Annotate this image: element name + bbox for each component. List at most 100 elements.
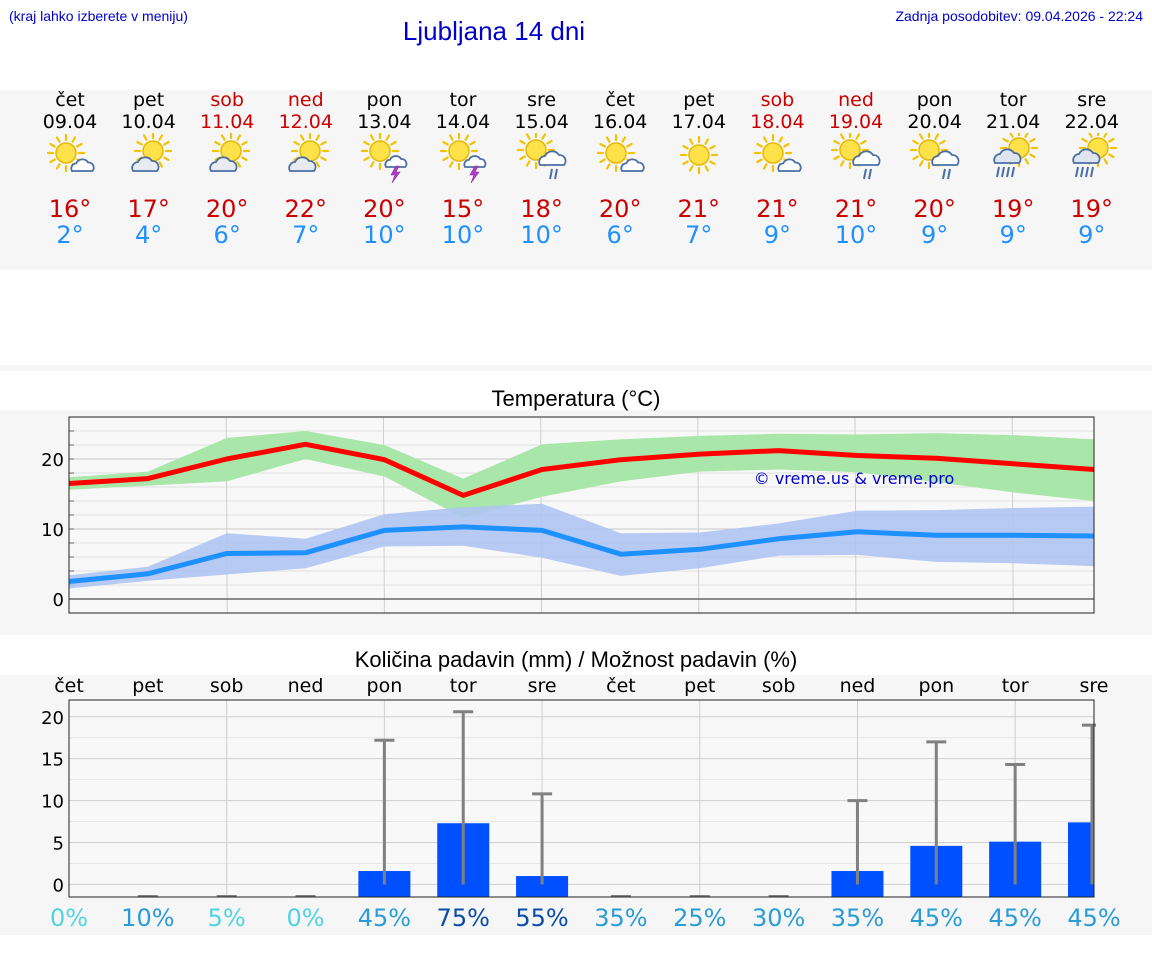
x-tick-label: sob — [762, 675, 796, 697]
day-date: 16.04 — [592, 111, 648, 133]
forecast-day: sre 22.04 19° 9° — [1052, 89, 1132, 249]
day-date: 14.04 — [435, 111, 491, 133]
day-date: 21.04 — [985, 111, 1041, 133]
precip-probability: 0% — [50, 904, 88, 932]
precip-probability: 45% — [1067, 904, 1120, 932]
page-title: Ljubljana 14 dni — [402, 16, 586, 46]
min-temperature: 6° — [606, 221, 634, 249]
day-date: 19.04 — [828, 111, 884, 133]
sun-cloud-icon — [749, 133, 805, 183]
precip-probability: 35% — [831, 904, 884, 932]
temperature-chart-title: Temperatura (°C) — [491, 386, 661, 411]
cloud-sun-icon — [121, 131, 177, 183]
max-temperature: 22° — [284, 195, 328, 223]
forecast-day: čet 09.04 16° 2° — [30, 89, 110, 249]
y-tick-label: 20 — [41, 450, 64, 471]
x-tick-label: tor — [450, 675, 477, 697]
forecast-day: sre 15.04 18° 10° — [502, 89, 582, 249]
y-tick-label: 10 — [41, 792, 64, 813]
day-date: 18.04 — [750, 111, 805, 133]
precip-bar — [516, 876, 569, 897]
x-tick-label: pon — [918, 675, 954, 697]
precipitation-chart-title: Količina padavin (mm) / Možnost padavin … — [354, 647, 798, 672]
day-name: pon — [916, 89, 953, 111]
max-temperature: 21° — [834, 195, 878, 223]
day-date: 17.04 — [671, 111, 726, 133]
min-temperature: 7° — [292, 221, 320, 249]
location-hint: (kraj lahko izberete v meniju) — [9, 8, 188, 24]
x-tick-label: tor — [1002, 675, 1029, 697]
watermark: © vreme.us & vreme.pro — [754, 469, 955, 488]
max-temperature: 19° — [991, 195, 1035, 223]
day-name: čet — [605, 89, 635, 111]
max-temp-line — [68, 441, 1095, 498]
y-tick-label: 0 — [53, 590, 64, 611]
day-name: tor — [999, 89, 1027, 111]
forecast-day: tor 14.04 15° 10° — [423, 89, 503, 249]
forecast-day: čet 16.04 20° 6° — [580, 89, 660, 249]
y-tick-label: 20 — [41, 708, 64, 729]
day-date: 11.04 — [199, 111, 255, 133]
max-temperature: 21° — [677, 195, 721, 223]
day-date: 09.04 — [42, 111, 98, 133]
min-temperature: 2° — [56, 221, 84, 249]
sun-rain-icon — [514, 130, 570, 183]
x-tick-label: sre — [1080, 675, 1109, 697]
sun-cloud-icon — [42, 133, 98, 183]
precip-probability: 35% — [594, 904, 647, 932]
day-name: pet — [132, 89, 165, 111]
max-temperature: 20° — [363, 195, 406, 223]
x-tick-label: ned — [840, 675, 876, 697]
min-temp-range-band — [69, 503, 1094, 589]
day-name: sre — [527, 89, 557, 111]
min-temperature: 10° — [441, 221, 485, 249]
day-name: ned — [838, 89, 874, 111]
max-temperature: 19° — [1070, 195, 1114, 223]
precip-probability: 10% — [121, 904, 174, 932]
forecast-day: pon 20.04 20° 9° — [895, 89, 975, 249]
precip-probability: 0% — [286, 904, 324, 932]
forecast-day: ned 19.04 21° 10° — [816, 89, 896, 249]
day-date: 20.04 — [907, 111, 962, 133]
precip-probability: 25% — [673, 904, 726, 932]
max-temperature: 20° — [205, 195, 249, 223]
precip-probability: 45% — [358, 904, 411, 932]
sun-icon — [671, 133, 727, 183]
day-date: 13.04 — [357, 111, 412, 133]
sun-cloud-icon — [592, 133, 648, 183]
day-date: 12.04 — [278, 111, 333, 133]
cloud-rain-icon — [1064, 128, 1120, 183]
x-tick-label: čet — [606, 675, 636, 697]
precip-probability: 45% — [910, 904, 963, 932]
x-tick-label: pet — [132, 675, 163, 697]
cloud-rain-icon — [985, 128, 1041, 183]
y-tick-label: 5 — [53, 834, 64, 855]
x-tick-label: sre — [528, 675, 557, 697]
day-name: ned — [287, 89, 324, 111]
min-temperature: 10° — [363, 221, 406, 249]
precip-bar — [1068, 822, 1094, 897]
y-tick-label: 15 — [41, 750, 64, 771]
last-update: Zadnja posodobitev: 09.04.2026 - 22:24 — [895, 8, 1143, 24]
x-tick-label: čet — [54, 675, 84, 697]
plot-frame — [68, 416, 1095, 614]
day-name: čet — [55, 89, 85, 111]
forecast-day: pet 10.04 17° 4° — [109, 89, 189, 249]
forecast-day: ned 12.04 22° 7° — [266, 89, 346, 249]
min-temperature: 10° — [520, 221, 563, 249]
min-temperature: 9° — [920, 221, 949, 249]
max-temperature: 21° — [756, 195, 799, 223]
day-name: sob — [760, 89, 795, 111]
forecast-day: sob 18.04 21° 9° — [737, 89, 817, 249]
max-temperature: 16° — [48, 195, 92, 223]
precip-probability: 55% — [515, 904, 568, 932]
x-tick-label: pon — [367, 675, 403, 697]
y-tick-label: 10 — [41, 520, 64, 541]
temperature-chart: 0 10 20 © vreme.us & vreme.pro — [41, 416, 1095, 614]
min-temp-line — [68, 524, 1095, 584]
precip-probability: 75% — [437, 904, 490, 932]
max-temperature: 15° — [441, 195, 485, 223]
forecast-day: sob 11.04 20° 6° — [187, 89, 267, 249]
precip-probability: 5% — [208, 904, 246, 932]
max-temperature: 20° — [598, 195, 642, 223]
